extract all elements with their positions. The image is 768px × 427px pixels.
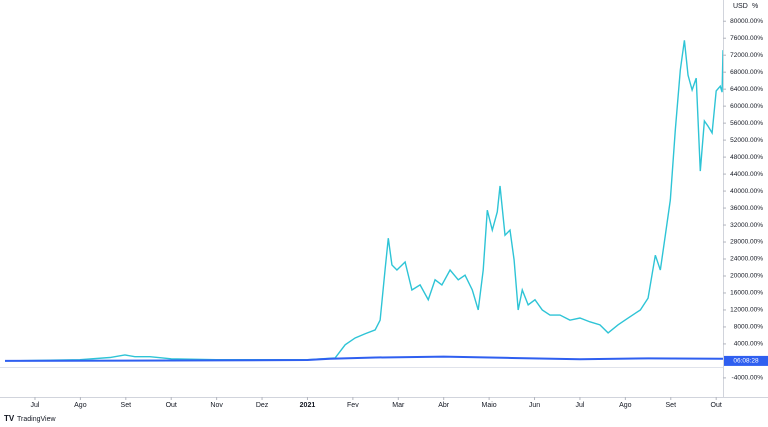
y-tick-label: 24000.00% — [730, 256, 763, 263]
brand: TV TradingView — [4, 414, 56, 423]
series-line — [4, 40, 723, 362]
y-tick-label: 80000.00% — [730, 18, 763, 25]
x-tick-label: Abr — [438, 402, 450, 409]
y-tick-label: 36000.00% — [730, 205, 763, 212]
x-tick-label: Ago — [74, 402, 87, 409]
y-tick-label: 72000.00% — [730, 52, 763, 59]
y-tick-label: 8000.00% — [734, 324, 763, 331]
x-tick-label: Jul — [575, 402, 584, 409]
y-tick-label: 76000.00% — [730, 35, 763, 42]
y-tick-label: -4000.00% — [732, 375, 764, 382]
x-tick-label: Jul — [30, 402, 39, 409]
brand-logo: TV — [4, 414, 15, 423]
x-tick-label: Ago — [619, 402, 632, 409]
y-tick-label: 40000.00% — [730, 188, 763, 195]
x-tick-label: Maio — [482, 402, 497, 409]
x-tick-label: Dez — [256, 402, 269, 409]
price-tag: 06:08:28 — [733, 358, 759, 365]
y-tick-label: 48000.00% — [730, 154, 763, 161]
price-tag-box — [724, 355, 768, 366]
x-tick-label: Set — [121, 402, 132, 409]
x-tick-label: 2021 — [300, 402, 316, 409]
x-tick-label: Mar — [392, 402, 405, 409]
y-tick-label: 56000.00% — [730, 120, 763, 127]
y-tick-label: 32000.00% — [730, 222, 763, 229]
y-tick-label: 52000.00% — [730, 137, 763, 144]
x-tick-label: Out — [711, 402, 722, 409]
y-tick-label: 60000.00% — [730, 103, 763, 110]
x-tick-label: Set — [666, 402, 677, 409]
y-tick-label: 64000.00% — [730, 86, 763, 93]
series-line — [4, 355, 723, 362]
currency: USD — [733, 3, 748, 10]
x-tick-label: Jun — [529, 402, 540, 409]
y-tick-label: 12000.00% — [730, 307, 763, 314]
x-tick-label: Nov — [210, 402, 223, 409]
x-tick-label: Out — [166, 402, 177, 409]
y-tick-label: 68000.00% — [730, 69, 763, 76]
y-tick-label: 28000.00% — [730, 239, 763, 246]
brand-name: TradingView — [17, 416, 56, 423]
y-tick-label: 44000.00% — [730, 171, 763, 178]
y-tick-label: 16000.00% — [730, 290, 763, 297]
y-tick-label: 4000.00% — [734, 341, 763, 348]
scale-mode: % — [752, 3, 758, 10]
x-tick-label: Fev — [347, 402, 359, 409]
y-tick-label: 20000.00% — [730, 273, 763, 280]
